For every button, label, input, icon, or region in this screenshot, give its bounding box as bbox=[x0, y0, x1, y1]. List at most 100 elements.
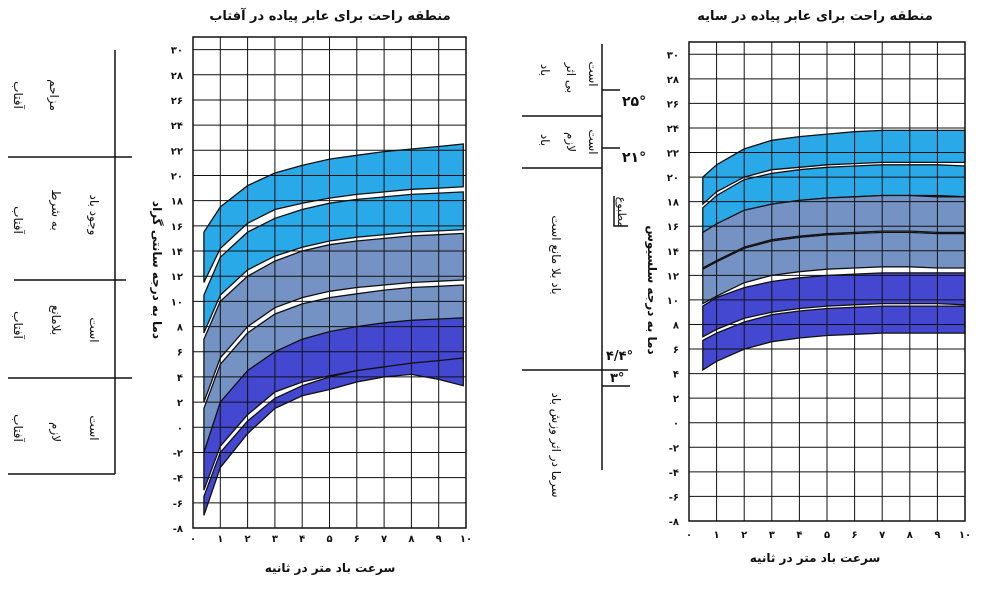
chart2-ytick: ۸ bbox=[673, 320, 679, 331]
chart1-band-1 bbox=[203, 143, 464, 283]
chart1-ytick: ۲۸ bbox=[171, 71, 183, 82]
chart2-xtick: ۱۰ bbox=[959, 530, 971, 541]
mark-44: ۴/۴° bbox=[606, 349, 633, 364]
chart2-ytick: ۱۲ bbox=[667, 271, 679, 282]
chart2-ytick: -۶ bbox=[669, 492, 679, 503]
chart1-ylabel: دما به درجه سانتی گراد bbox=[150, 201, 164, 339]
chart2-xtick: ۷ bbox=[879, 530, 885, 541]
chart1-ytick: ۱۴ bbox=[171, 247, 183, 258]
chart2-ytick: ۱۶ bbox=[667, 222, 679, 233]
sun-label-2-b: به شرط bbox=[48, 189, 63, 230]
chart2-grid bbox=[688, 41, 966, 522]
sun-label-4-b: لازم bbox=[48, 422, 63, 442]
chart1-ytick: ۱۰ bbox=[171, 297, 183, 308]
chart2-xtick: ۰ bbox=[686, 530, 692, 541]
chart1-ytick: ۶ bbox=[177, 348, 183, 359]
chart2-xtick: ۶ bbox=[852, 530, 858, 541]
sun-label-3-c: است bbox=[87, 317, 101, 342]
chart2-ytick: ۲۶ bbox=[667, 99, 679, 110]
chart2-ytick: ۶ bbox=[673, 345, 679, 356]
chart1-ytick: -۴ bbox=[173, 474, 183, 485]
chart2-ytick: ۱۴ bbox=[667, 247, 679, 258]
chart2-xtick: ۱ bbox=[714, 530, 720, 541]
chart1-xtick: ۲ bbox=[245, 534, 251, 545]
mark-21: ۲۱° bbox=[622, 150, 646, 166]
chart1-ytick: ۱۶ bbox=[171, 222, 183, 233]
chart1-xtick: ۰ bbox=[190, 534, 196, 545]
chart1-ytick: -۲ bbox=[173, 448, 183, 459]
chart1-ytick: ۲۲ bbox=[171, 146, 183, 157]
chart1-xtick: ۶ bbox=[354, 534, 360, 545]
sun-label-3-a: آفتاب bbox=[11, 311, 26, 339]
chart2-ytick: ۲۲ bbox=[667, 149, 679, 160]
mark-30: ۳° bbox=[610, 371, 624, 386]
chart1-ytick: ۸ bbox=[177, 323, 183, 334]
chart1-ytick: -۶ bbox=[173, 499, 183, 510]
matbu-label: مطبوع bbox=[615, 197, 628, 228]
wind-label-2-b: لازم bbox=[563, 132, 578, 152]
chart1-xtick: ۸ bbox=[408, 534, 414, 545]
chart2-ytick: -۲ bbox=[669, 443, 679, 454]
wind-label-2-a: باد bbox=[538, 134, 552, 146]
chart1-xtick: ۵ bbox=[326, 534, 332, 545]
sun-labels-panel: آفتاب مزاحم آفتاب به شرط وجود باد آفتاب … bbox=[8, 50, 132, 475]
chart2-xtick: ۸ bbox=[907, 530, 913, 541]
chart1-ytick: ۲ bbox=[177, 398, 183, 409]
wind-label-3: باد بلا مانع است bbox=[549, 215, 563, 294]
chart2-ytick: ۰ bbox=[673, 419, 679, 430]
chart2-ytick: ۱۰ bbox=[667, 296, 679, 307]
chart1-band-2 bbox=[203, 191, 464, 334]
wind-label-1-b: بی اثر bbox=[563, 62, 578, 93]
chart2-xtick: ۵ bbox=[824, 530, 830, 541]
chart2-xlabel: سرعت باد متر در ثانیه bbox=[750, 551, 881, 565]
sun-label-4-a: آفتاب bbox=[11, 414, 26, 442]
chart1-frame bbox=[192, 36, 467, 529]
chart1-ytick: ۲۴ bbox=[171, 121, 183, 132]
wind-labels-panel: باد بی اثر است باد لازم است باد بلا مانع… bbox=[522, 44, 646, 498]
chart2-frame bbox=[688, 41, 966, 522]
chart2-ytick: ۴ bbox=[673, 370, 679, 381]
chart2-ytick: ۳۰ bbox=[667, 50, 679, 61]
chart1-ytick: ۲۶ bbox=[171, 96, 183, 107]
chart1-ytick: ۱۸ bbox=[171, 197, 183, 208]
chart2-xtick: ۳ bbox=[769, 530, 775, 541]
sun-label-2-c: وجود باد bbox=[86, 195, 101, 236]
sun-label-2-a: آفتاب bbox=[11, 206, 26, 234]
chart2-ytick: ۲۰ bbox=[667, 173, 679, 184]
chart1-ytick: ۲۰ bbox=[171, 171, 183, 182]
chart1-grid bbox=[192, 36, 467, 529]
chart1-title: منطقه راحت برای عابر پیاده در آفتاب bbox=[209, 7, 450, 24]
chart1-ytick: ۳۰ bbox=[171, 46, 183, 57]
chart1-xtick: ۳ bbox=[272, 534, 278, 545]
chart1-ytick: ۴ bbox=[177, 373, 183, 384]
chart1-xtick: ۷ bbox=[381, 534, 387, 545]
sun-label-1-a: آفتاب bbox=[11, 81, 26, 109]
chart2-ytick: -۴ bbox=[669, 468, 679, 479]
chart2-ytick: ۲۸ bbox=[667, 75, 679, 86]
chart1-xlabel: سرعت باد متر در ثانیه bbox=[265, 561, 396, 575]
sun-label-3-b: بلامانع bbox=[49, 305, 63, 335]
sun-label-1-b: مزاحم bbox=[46, 79, 61, 111]
chart2-xtick: ۹ bbox=[934, 530, 940, 541]
chart1-ytick: ۰ bbox=[177, 423, 183, 434]
chart1-band-6 bbox=[203, 357, 464, 516]
chart2-xtick: ۲ bbox=[741, 530, 747, 541]
wind-label-4: سرما در اثر وزش باد bbox=[548, 392, 563, 497]
sun-label-4-c: است bbox=[87, 415, 101, 440]
wind-label-1-a: باد bbox=[538, 64, 552, 76]
wind-label-1-c: است bbox=[586, 61, 600, 86]
chart2-ytick: ۲۴ bbox=[667, 124, 679, 135]
chart2-ytick: ۲ bbox=[673, 394, 679, 405]
mark-25: ۲۵° bbox=[622, 94, 646, 110]
chart1-ytick: -۸ bbox=[173, 524, 183, 535]
chart2-ytick: ۱۸ bbox=[667, 198, 679, 209]
chart2-xtick: ۴ bbox=[796, 530, 802, 541]
chart1-xtick: ۱۰ bbox=[460, 534, 472, 545]
chart1-band-3 bbox=[203, 232, 464, 403]
chart2-ylabel: دما به درجه سلسیوس bbox=[644, 225, 659, 354]
chart2-ytick: -۸ bbox=[669, 517, 679, 528]
chart1-xtick: ۹ bbox=[436, 534, 442, 545]
